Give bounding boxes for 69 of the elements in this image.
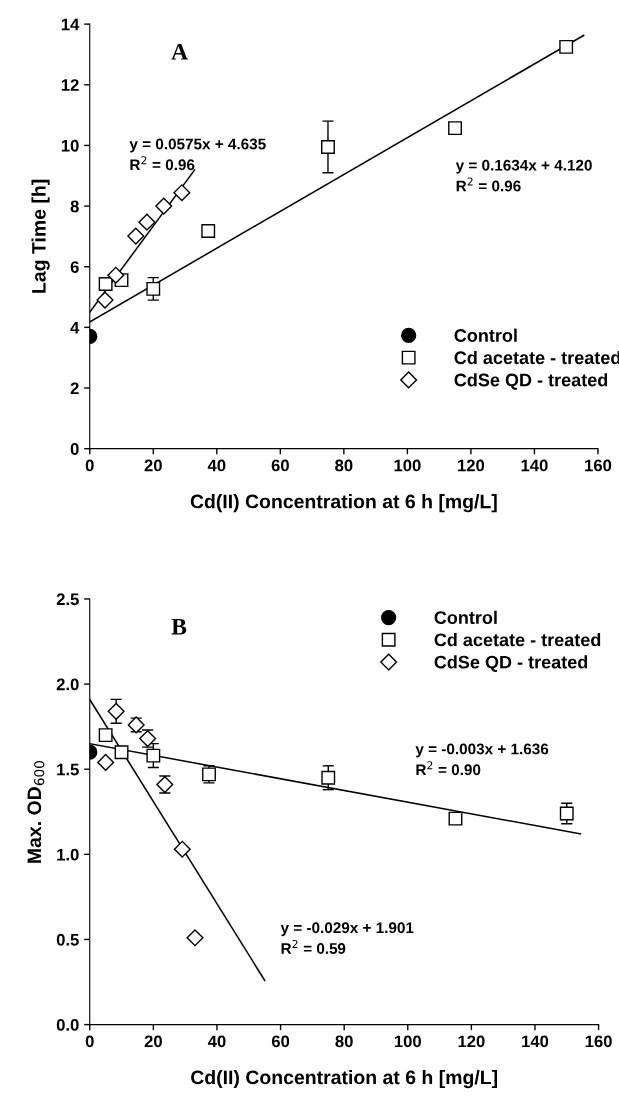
x-tick-label: 120 [458, 459, 485, 472]
point [173, 840, 191, 858]
y-tick-label: 14 [61, 18, 80, 31]
point [98, 728, 113, 743]
annotation: y = -0.029x + 1.901 R$^{2}$ = 0.59 [280, 922, 414, 954]
x-tick-label: 0 [85, 1035, 94, 1048]
point [146, 281, 161, 296]
y-tick-label: 0.5 [56, 933, 79, 946]
x-tick-label: 160 [585, 1035, 612, 1048]
point [146, 748, 161, 763]
point [559, 806, 574, 821]
x-tick-label: 40 [207, 459, 226, 472]
annotation: y = 0.1634x + 4.120 R$^{2}$ = 0.96 [455, 159, 592, 192]
point [186, 929, 204, 947]
x-tick-label: 100 [394, 1035, 421, 1048]
point [321, 140, 335, 154]
y-tick-label: 0.0 [56, 1019, 79, 1031]
point [97, 753, 115, 771]
y-axis-title: Lag Time [h] [31, 179, 50, 293]
y-tick-label: 12 [61, 79, 79, 91]
point [559, 39, 574, 54]
point [155, 197, 173, 215]
point [448, 811, 463, 826]
x-tick-label: 80 [335, 459, 353, 472]
y-tick-label: 2.0 [56, 678, 79, 691]
point [321, 770, 336, 785]
y-tick-label: 4 [70, 321, 80, 334]
annotation: y = -0.003x + 1.636 R$^{2}$ = 0.90 [415, 743, 549, 776]
y-tick-label: 0 [70, 443, 79, 455]
y-tick-label: 2.5 [56, 593, 79, 606]
point [173, 184, 191, 202]
y-tick-label: 10 [61, 139, 79, 152]
x-tick-label: 140 [522, 1035, 549, 1048]
annotation: y = 0.0575x + 4.635 R$^{2}$ = 0.96 [129, 138, 266, 171]
y-tick-label: 1.0 [57, 848, 79, 861]
legend-label: Control [434, 610, 497, 625]
x-axis-title: Cd(II) Concentration at 6 h [mg/L] [190, 494, 497, 513]
legend-label: Control [454, 328, 517, 342]
point [138, 213, 156, 231]
legend-label: Cd acetate - treated [434, 633, 601, 647]
point [107, 702, 125, 720]
x-axis-title: Cd(II) Concentration at 6 h [mg/L] [191, 1070, 498, 1089]
x-tick-label: 80 [335, 1035, 353, 1048]
x-tick-label: 40 [207, 1035, 226, 1048]
x-tick-label: 20 [144, 459, 162, 472]
point [96, 291, 114, 309]
x-tick-label: 140 [521, 459, 548, 472]
x-tick-label: 160 [585, 459, 612, 472]
x-tick-label: 100 [394, 459, 421, 472]
y-tick-label: 1.5 [57, 763, 79, 776]
x-tick-label: 60 [271, 1035, 290, 1048]
point [114, 745, 129, 760]
y-tick-label: 6 [70, 261, 79, 273]
point [107, 266, 125, 284]
point [127, 227, 145, 245]
annotation: A [171, 43, 188, 60]
annotation: B [171, 618, 187, 635]
x-tick-label: 20 [144, 1035, 162, 1048]
point [98, 277, 113, 291]
x-tick-label: 60 [271, 459, 289, 472]
y-tick-label: 2 [70, 382, 79, 395]
point [201, 224, 216, 238]
point [448, 121, 462, 136]
legend-label: CdSe QD - treated [454, 373, 608, 390]
legend-label: CdSe QD - treated [434, 655, 588, 672]
x-tick-label: 120 [458, 1035, 485, 1048]
y-tick-label: 8 [70, 200, 79, 213]
y-axis-title: Max. OD$_{600}$ [27, 761, 45, 863]
x-tick-label: 0 [85, 459, 94, 472]
